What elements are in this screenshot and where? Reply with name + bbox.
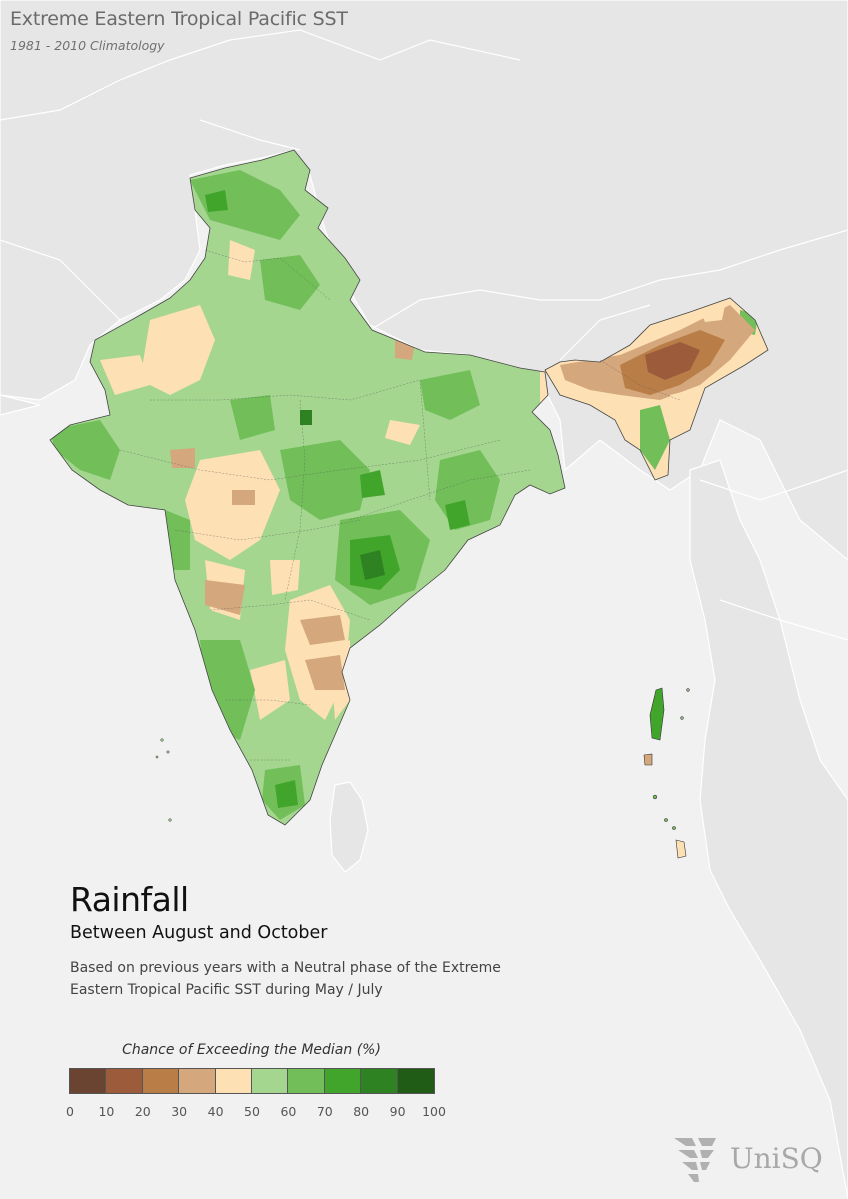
legend-ticks: 0 10 20 30 40 50 60 70 80 90 100 — [66, 1104, 446, 1122]
legend-swatch-1 — [106, 1069, 143, 1093]
legend-tick-label: 30 — [171, 1104, 188, 1119]
header-title: Extreme Eastern Tropical Pacific SST — [10, 8, 348, 30]
legend-swatch-5 — [251, 1069, 289, 1093]
legend-swatch-4 — [215, 1069, 252, 1093]
legend-swatch-8 — [361, 1069, 398, 1093]
legend-title: Chance of Exceeding the Median (%) — [122, 1042, 381, 1058]
legend-tick-label: 0 — [66, 1104, 74, 1119]
legend-tick-label: 10 — [98, 1104, 115, 1119]
legend-tick-label: 80 — [353, 1104, 370, 1119]
period-subtitle: Between August and October — [70, 923, 328, 943]
state-borders — [119, 249, 681, 761]
legend-swatch-6 — [288, 1069, 325, 1093]
legend-color-bar — [69, 1068, 435, 1094]
legend-tick-label: 20 — [134, 1104, 151, 1119]
main-title: Rainfall — [70, 880, 189, 919]
legend-swatch-7 — [324, 1069, 362, 1093]
legend-swatch-3 — [179, 1069, 216, 1093]
unisq-logo: UniSQ — [672, 1134, 823, 1184]
legend-tick-label: 70 — [316, 1104, 333, 1119]
legend-tick-label: 90 — [389, 1104, 406, 1119]
legend-swatch-2 — [142, 1069, 180, 1093]
logo-text: UniSQ — [730, 1142, 823, 1175]
header-subtitle: 1981 - 2010 Climatology — [10, 38, 165, 53]
andaman-nicobar-islands — [643, 687, 690, 859]
legend-tick-label: 60 — [280, 1104, 297, 1119]
unisq-logo-icon — [674, 1138, 716, 1182]
rainfall-patches — [50, 170, 758, 820]
country-borders — [0, 29, 848, 641]
legend-tick-label: 100 — [422, 1104, 446, 1119]
legend-swatch-0 — [70, 1069, 107, 1093]
legend-swatch-9 — [397, 1069, 434, 1093]
lakshadweep-islands — [155, 738, 172, 822]
legend-tick-label: 50 — [244, 1104, 260, 1119]
legend-tick-label: 40 — [207, 1104, 224, 1119]
description-text: Based on previous years with a Neutral p… — [70, 960, 501, 998]
